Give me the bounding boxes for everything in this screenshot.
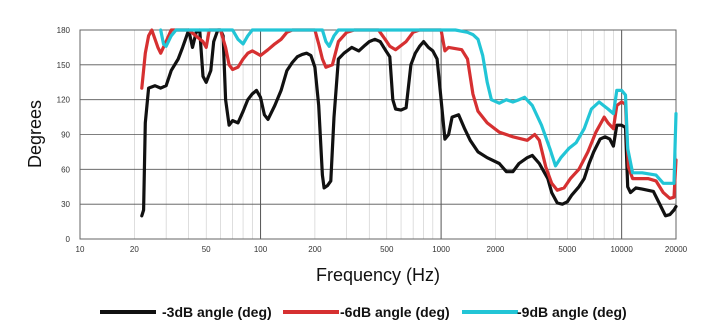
series-line (140, 28, 678, 200)
plot-frame (79, 29, 677, 240)
series-line (159, 28, 678, 185)
series-layer (140, 28, 678, 218)
x-tick-label: 10 (76, 245, 85, 254)
y-tick-label: 150 (57, 61, 71, 70)
y-tick-label: 90 (61, 131, 70, 140)
x-tick-label: 200 (308, 245, 322, 254)
legend-label: -3dB angle (deg) (162, 304, 272, 320)
x-axis-title: Frequency (Hz) (316, 265, 440, 285)
x-tick-label: 1000 (432, 245, 450, 254)
y-axis-title: Degrees (25, 100, 45, 168)
x-tick-label: 20 (130, 245, 139, 254)
x-axis-ticks: 10 20 50 100 200 500 1000 2000 5000 10000 20000 (76, 245, 688, 254)
x-tick-label: 10000 (611, 245, 634, 254)
x-tick-label: 5000 (558, 245, 576, 254)
series-line (140, 28, 678, 218)
y-tick-label: 0 (66, 235, 71, 244)
x-tick-label: 2000 (487, 245, 505, 254)
y-tick-label: 30 (61, 200, 70, 209)
x-tick-label: 500 (380, 245, 394, 254)
x-tick-label: 100 (254, 245, 268, 254)
x-tick-label: 50 (202, 245, 211, 254)
legend-label: -6dB angle (deg) (340, 304, 450, 320)
x-tick-label: 20000 (665, 245, 688, 254)
legend: -3dB angle (deg) -6dB angle (deg) -9dB ang… (100, 304, 627, 320)
y-tick-label: 120 (57, 96, 71, 105)
y-tick-label: 180 (57, 26, 71, 35)
major-grid (80, 30, 676, 239)
y-axis-ticks: 0 30 60 90 120 150 180 (57, 26, 71, 244)
y-tick-label: 60 (61, 165, 70, 174)
legend-label: -9dB angle (deg) (517, 304, 627, 320)
